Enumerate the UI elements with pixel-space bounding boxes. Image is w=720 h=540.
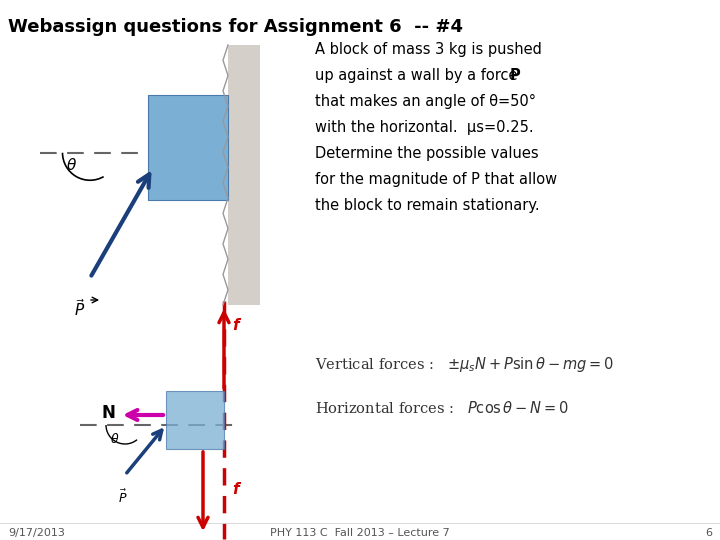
- Text: 6: 6: [705, 528, 712, 538]
- Text: 9/17/2013: 9/17/2013: [8, 528, 65, 538]
- Text: Horizontal forces :   $P\cos\theta - N = 0$: Horizontal forces : $P\cos\theta - N = 0…: [315, 400, 569, 416]
- Text: $\theta$: $\theta$: [110, 432, 120, 446]
- Text: P: P: [510, 68, 521, 83]
- Text: Vertical forces :   $\pm\mu_s N + P\sin\theta - mg = 0$: Vertical forces : $\pm\mu_s N + P\sin\th…: [315, 355, 614, 374]
- Text: Webassign questions for Assignment 6  -- #4: Webassign questions for Assignment 6 -- …: [8, 18, 463, 36]
- Text: f: f: [232, 319, 238, 334]
- Text: $\vec{P}$: $\vec{P}$: [118, 489, 127, 507]
- Text: Determine the possible values: Determine the possible values: [315, 146, 539, 161]
- Text: $\vec{P}$: $\vec{P}$: [74, 298, 85, 319]
- Text: A block of mass 3 kg is pushed: A block of mass 3 kg is pushed: [315, 42, 542, 57]
- Text: that makes an angle of θ=50°: that makes an angle of θ=50°: [315, 94, 536, 109]
- Text: the block to remain stationary.: the block to remain stationary.: [315, 198, 539, 213]
- Text: for the magnitude of P that allow: for the magnitude of P that allow: [315, 172, 557, 187]
- Bar: [166, 391, 224, 449]
- Bar: [228, 45, 260, 305]
- Text: N: N: [101, 404, 115, 422]
- Bar: [148, 95, 228, 200]
- Text: up against a wall by a force: up against a wall by a force: [315, 68, 527, 83]
- Text: $\theta$: $\theta$: [66, 157, 78, 173]
- Text: PHY 113 C  Fall 2013 – Lecture 7: PHY 113 C Fall 2013 – Lecture 7: [270, 528, 450, 538]
- Text: f: f: [232, 482, 238, 496]
- Text: with the horizontal.  μs=0.25.: with the horizontal. μs=0.25.: [315, 120, 534, 135]
